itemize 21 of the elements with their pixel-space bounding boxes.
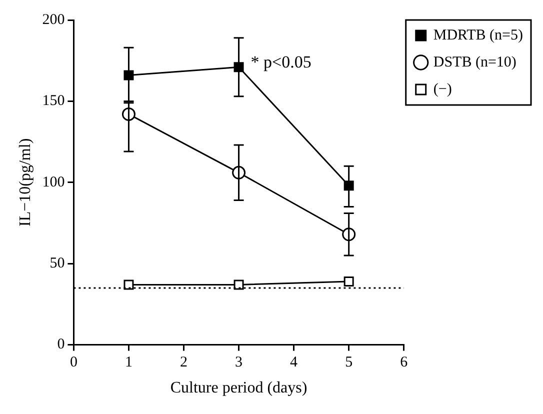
- point: [234, 280, 244, 290]
- y-tick-label: 50: [50, 256, 65, 272]
- y-tick-label: 200: [42, 12, 65, 28]
- x-tick-label: 4: [290, 354, 298, 371]
- legend-label: MDRTB (n=5): [433, 27, 524, 44]
- x-tick-label: 2: [180, 354, 188, 371]
- x-tick-label: 0: [70, 354, 78, 371]
- x-tick-label: 3: [235, 354, 243, 371]
- legend-label: DSTB (n=10): [433, 54, 516, 70]
- y-axis-title: IL−10(pg/ml): [16, 138, 34, 226]
- y-tick-label: 100: [42, 174, 65, 190]
- annotation: * p<0.05: [250, 52, 312, 72]
- x-axis-title: Culture period (days): [170, 380, 308, 397]
- point: [124, 280, 134, 290]
- point: [344, 276, 354, 286]
- x-tick-label: 6: [400, 354, 408, 371]
- y-tick-label: 150: [42, 93, 65, 110]
- legend-label: (−): [433, 81, 452, 98]
- y-tick-label: 0: [57, 336, 65, 353]
- x-tick-label: 5: [345, 354, 353, 371]
- x-tick-label: 1: [124, 354, 132, 371]
